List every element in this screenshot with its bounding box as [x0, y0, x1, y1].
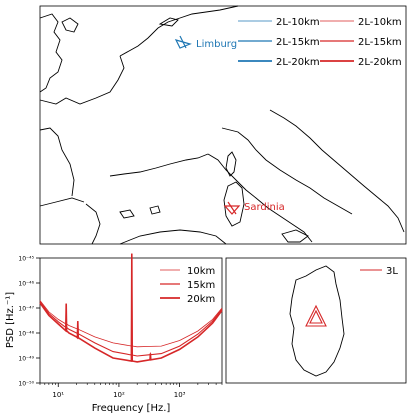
x-axis: 10¹ 10² 10³	[39, 383, 223, 399]
legend-20km: 20km	[187, 294, 215, 305]
x-tick-label: 10¹	[52, 391, 64, 399]
y-tick-label: 10⁻⁴⁹	[18, 356, 34, 363]
y-tick-label: 10⁻⁴⁸	[18, 331, 34, 338]
map-frame	[39, 5, 407, 245]
x-tick-label: 10³	[174, 391, 186, 399]
coastline-outlines	[39, 5, 405, 245]
series-line-20km	[39, 253, 223, 363]
x-axis-label: Frequency [Hz.]	[92, 403, 171, 414]
triangle-array	[305, 304, 327, 327]
map-legend: 2L-10km 2L-15km 2L-20km 2L-10km 2L-15km …	[238, 17, 402, 68]
legend-red-20: 2L-20km	[358, 57, 402, 68]
psd-chart-panel: 10¹ 10² 10³ 10⁻⁵⁰ 10⁻⁴⁹ 10⁻⁴⁸ 10⁻⁴⁷ 10⁻⁴⁶ 10⁻⁴⁵…	[5, 253, 223, 414]
y-tick-label: 10⁻⁵⁰	[18, 381, 34, 388]
legend-3l: 3L	[386, 266, 398, 277]
psd-legend: 10km 15km 20km	[160, 266, 215, 305]
europe-map-panel: Limburg Sardinia 2L-10km 2L-15km 2L-20km…	[39, 5, 407, 245]
series-layer	[39, 253, 223, 363]
limburg-marker	[174, 35, 192, 49]
legend-red-10: 2L-10km	[358, 17, 402, 28]
sardinia-label: Sardinia	[244, 202, 285, 213]
y-axis-label: PSD [Hz.⁻¹]	[5, 292, 16, 348]
legend-blue-20: 2L-20km	[276, 57, 320, 68]
y-tick-label: 10⁻⁴⁷	[18, 306, 34, 313]
y-tick-label: 10⁻⁴⁵	[18, 256, 34, 263]
y-tick-label: 10⁻⁴⁶	[18, 281, 34, 288]
legend-blue-15: 2L-15km	[276, 37, 320, 48]
legend-blue-10: 2L-10km	[276, 17, 320, 28]
legend-red-15: 2L-15km	[358, 37, 402, 48]
sardinia-outline	[289, 265, 345, 377]
sardinia-inset-panel: 3L	[225, 257, 407, 384]
legend-15km: 15km	[187, 280, 215, 291]
legend-10km: 10km	[187, 266, 215, 277]
x-tick-label: 10²	[113, 391, 125, 399]
sardinia-marker	[223, 201, 241, 215]
y-axis: 10⁻⁵⁰ 10⁻⁴⁹ 10⁻⁴⁸ 10⁻⁴⁷ 10⁻⁴⁶ 10⁻⁴⁵	[18, 256, 40, 388]
inset-frame	[225, 257, 407, 384]
limburg-label: Limburg	[196, 39, 237, 50]
